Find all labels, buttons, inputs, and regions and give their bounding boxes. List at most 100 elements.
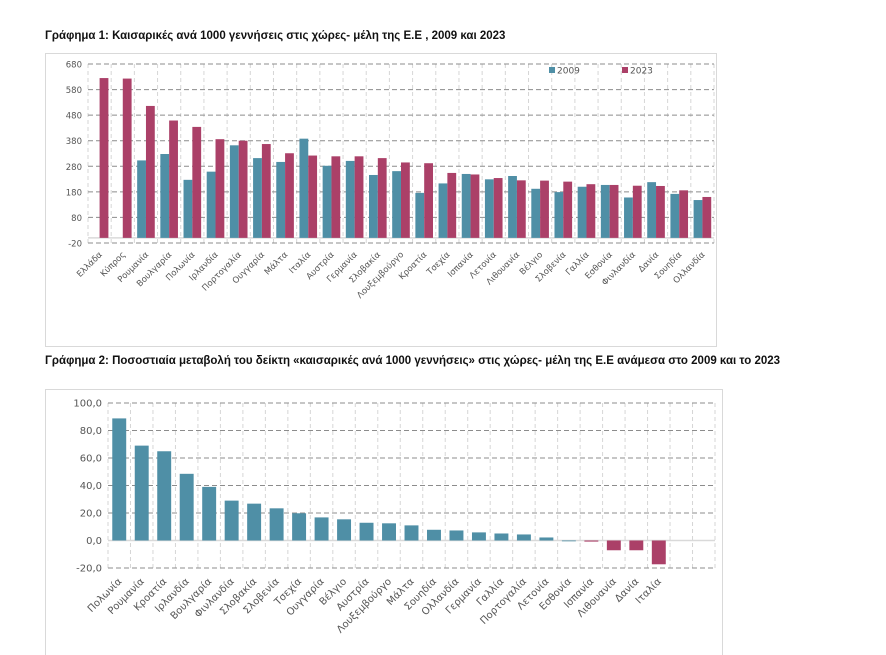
bar-2009-17: [484, 179, 494, 238]
bar-2023-14: [424, 163, 433, 238]
bar-2009-7: [253, 158, 262, 238]
bar-4: [202, 486, 217, 541]
y-tick-label: 480: [66, 112, 82, 122]
y-tick-label: 80: [71, 214, 82, 224]
chart-2-title: Γράφημα 2: Ποσοστιαία μεταβολή του δείκτ…: [45, 355, 781, 367]
bar-9: [314, 517, 329, 541]
x-category-label: Μάλτα: [263, 250, 291, 278]
bar-20: [561, 540, 576, 542]
chart-1-title: Γράφημα 1: Καισαρικές ανά 1000 γεννήσεις…: [45, 30, 506, 42]
bar-10: [337, 519, 352, 541]
y-tick-label: 80,0: [80, 426, 102, 437]
bar-5: [224, 500, 239, 541]
bar-2009-21: [577, 186, 587, 238]
bar-22: [606, 540, 621, 551]
bar-2009-4: [183, 179, 193, 238]
y-tick-label: -20: [68, 240, 82, 250]
bar-14: [427, 529, 441, 541]
bar-13: [404, 525, 419, 541]
bar-2023-4: [192, 126, 202, 238]
bar-2023-8: [285, 153, 294, 238]
bar-11: [359, 522, 374, 541]
bar-2023-22: [609, 184, 619, 238]
bar-2009-16: [461, 173, 471, 238]
bar-2009-3: [160, 154, 170, 238]
bar-2023-19: [540, 180, 549, 238]
bar-19: [539, 537, 554, 541]
y-tick-label: 20,0: [80, 509, 102, 520]
bar-2023-13: [401, 162, 410, 238]
y-tick-label: 280: [66, 163, 82, 173]
bar-2023-5: [215, 139, 225, 238]
bar-6: [247, 503, 262, 541]
y-tick-label: 60,0: [80, 454, 102, 465]
bar-2009-18: [508, 176, 517, 238]
bar-8: [292, 513, 307, 541]
bar-2009-6: [229, 145, 239, 238]
chart-2-frame: [45, 389, 723, 655]
y-tick-label: -20,0: [76, 564, 102, 575]
bar-2009-11: [345, 160, 355, 238]
bar-2009-9: [299, 138, 309, 238]
bar-2009-5: [206, 171, 216, 238]
bar-2023-9: [308, 155, 318, 238]
bar-2023-23: [632, 185, 642, 238]
bar-2023-25: [679, 190, 689, 238]
bar-2023-12: [377, 158, 387, 238]
bar-2023-6: [238, 140, 248, 238]
bar-2009-19: [531, 188, 541, 238]
bar-0: [112, 418, 127, 541]
legend-label-2023: 2023: [630, 67, 653, 77]
bar-2023-1: [122, 78, 132, 238]
y-tick-label: 680: [66, 61, 82, 71]
bar-2023-7: [261, 144, 271, 238]
bar-2009-15: [438, 183, 448, 238]
bar-2023-17: [493, 178, 503, 238]
bar-2009-8: [276, 161, 286, 238]
legend-label-2009: 2009: [557, 67, 580, 77]
bar-2009-10: [322, 165, 332, 238]
bar-2023-20: [563, 181, 573, 238]
bar-2023-3: [169, 120, 178, 238]
y-tick-label: 0,0: [86, 536, 102, 547]
bar-2023-26: [702, 196, 712, 238]
bar-18: [516, 534, 531, 541]
bar-7: [269, 508, 284, 541]
legend-swatch-2009: [549, 67, 555, 73]
bar-24: [651, 540, 666, 565]
bar-23: [629, 540, 644, 551]
bar-2023-24: [656, 185, 665, 238]
bar-2009-13: [392, 171, 401, 238]
bar-2023-11: [354, 156, 364, 238]
bar-2009-25: [670, 193, 680, 238]
bar-21: [584, 540, 599, 542]
bar-2009-24: [647, 182, 657, 238]
bar-15: [449, 530, 464, 541]
bar-2: [157, 451, 172, 541]
bar-2009-14: [415, 192, 425, 238]
bar-2023-18: [516, 180, 526, 238]
bar-3: [179, 473, 194, 541]
y-tick-label: 380: [66, 137, 82, 147]
bar-2009-2: [137, 160, 146, 238]
bar-2009-12: [369, 174, 378, 238]
y-tick-label: 180: [66, 188, 82, 198]
bar-2009-23: [624, 197, 633, 238]
bar-2023-0: [99, 78, 109, 238]
bar-16: [471, 532, 486, 541]
bar-1: [134, 445, 149, 541]
bar-17: [494, 533, 509, 541]
chart-1-frame: [45, 53, 717, 347]
x-category-label: Ιταλία: [633, 575, 664, 606]
bar-2023-2: [145, 105, 155, 238]
legend-swatch-2023: [622, 67, 628, 73]
y-tick-label: 580: [66, 86, 82, 96]
bar-2023-10: [331, 156, 341, 238]
bar-2009-22: [600, 184, 610, 238]
bar-2009-26: [693, 200, 703, 238]
bar-2009-20: [554, 192, 564, 238]
bar-2023-16: [470, 174, 480, 238]
y-tick-label: 40,0: [80, 481, 102, 492]
bar-2023-15: [447, 172, 457, 238]
bar-2023-21: [586, 184, 596, 238]
